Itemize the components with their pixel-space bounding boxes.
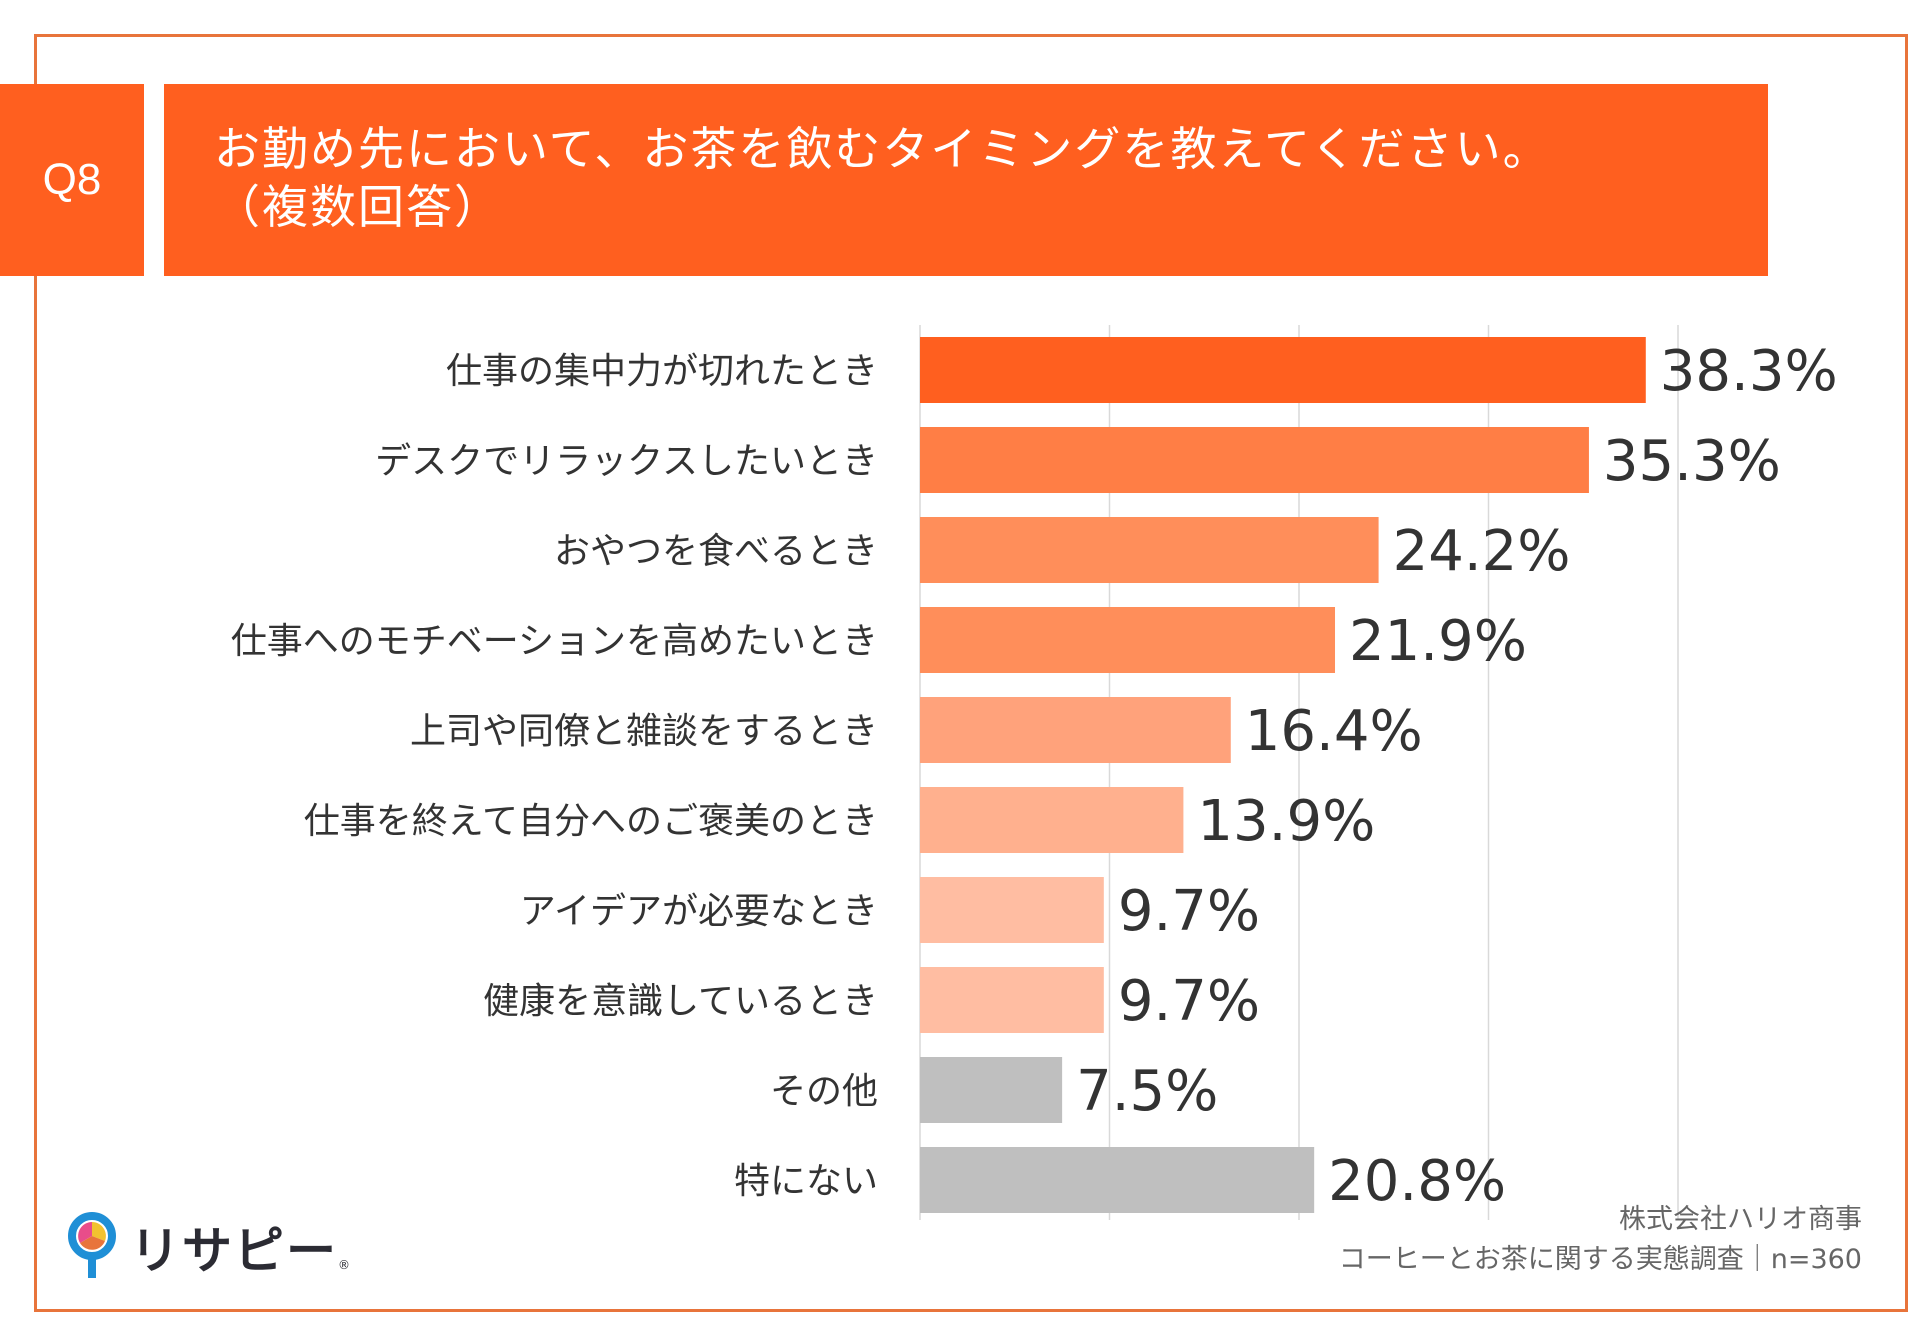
risapy-logo: リサピー ® xyxy=(66,1210,350,1284)
bar-6 xyxy=(920,877,1104,943)
logo-text: リサピー xyxy=(130,1222,338,1280)
source-note: 株式会社ハリオ商事 コーヒーとお茶に関する実態調査｜n=360 xyxy=(1339,1200,1862,1280)
value-label-3: 21.9% xyxy=(1349,609,1527,674)
value-label-9: 20.8% xyxy=(1328,1149,1506,1214)
category-label-8: その他 xyxy=(770,1071,878,1112)
question-text-line1: お勤め先において、お茶を飲むタイミングを教えてください。 xyxy=(214,122,1551,176)
logo-registered-mark: ® xyxy=(338,1258,350,1272)
category-label-6: アイデアが必要なとき xyxy=(520,891,878,932)
value-label-6: 9.7% xyxy=(1118,879,1260,944)
bar-8 xyxy=(920,1057,1063,1123)
category-label-1: デスクでリラックスしたいとき xyxy=(375,441,878,482)
category-label-3: 仕事へのモチベーションを高めたいとき xyxy=(231,621,878,662)
category-label-9: 特にない xyxy=(734,1161,878,1202)
value-label-1: 35.3% xyxy=(1603,429,1781,494)
question-number: Q8 xyxy=(42,155,102,204)
value-label-2: 24.2% xyxy=(1393,519,1571,584)
bar-3 xyxy=(920,607,1336,673)
source-company: 株式会社ハリオ商事 xyxy=(1619,1204,1862,1235)
category-label-5: 仕事を終えて自分へのご褒美のとき xyxy=(304,801,878,842)
category-label-7: 健康を意識しているとき xyxy=(483,981,878,1022)
bar-9 xyxy=(920,1147,1315,1213)
bar-0 xyxy=(920,337,1646,403)
bar-4 xyxy=(920,697,1231,763)
source-survey: コーヒーとお茶に関する実態調査｜n=360 xyxy=(1338,1244,1862,1275)
bar-1 xyxy=(920,427,1589,493)
bar-5 xyxy=(920,787,1184,853)
value-label-7: 9.7% xyxy=(1118,969,1260,1034)
category-label-4: 上司や同僚と雑談をするとき xyxy=(410,711,878,752)
value-label-8: 7.5% xyxy=(1076,1059,1218,1124)
value-label-0: 38.3% xyxy=(1660,339,1838,404)
question-text-line2: （複数回答） xyxy=(214,180,502,234)
location-pin-icon xyxy=(68,1212,116,1278)
category-label-0: 仕事の集中力が切れたとき xyxy=(446,351,878,392)
value-label-5: 13.9% xyxy=(1197,789,1375,854)
bar-2 xyxy=(920,517,1379,583)
value-label-4: 16.4% xyxy=(1245,699,1423,764)
question-number-badge: Q8 xyxy=(0,84,144,276)
bar-7 xyxy=(920,967,1104,1033)
question-banner: お勤め先において、お茶を飲むタイミングを教えてください。 （複数回答） xyxy=(164,84,1768,276)
category-label-2: おやつを食べるとき xyxy=(554,531,878,572)
